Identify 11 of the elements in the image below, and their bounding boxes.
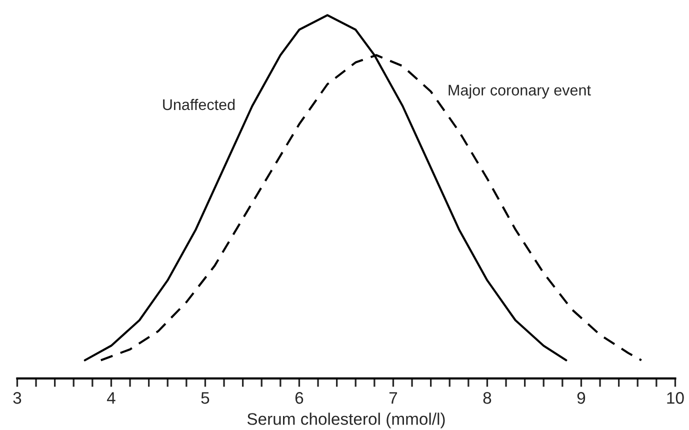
x-tick-label: 6 xyxy=(295,392,304,404)
x-tick-label: 9 xyxy=(577,392,586,404)
x-axis-title: Serum cholesterol (mmol/l) xyxy=(247,412,445,428)
x-tick-label: 7 xyxy=(389,392,398,404)
x-tick-label: 4 xyxy=(106,392,116,404)
series-label: Unaffected xyxy=(163,98,235,110)
x-tick-label: 10 xyxy=(667,392,684,404)
x-tick-label: 5 xyxy=(201,392,210,404)
x-tick-label: 8 xyxy=(483,392,492,404)
series-label: Major coronary event xyxy=(448,84,591,99)
x-tick-label: 3 xyxy=(13,392,22,404)
